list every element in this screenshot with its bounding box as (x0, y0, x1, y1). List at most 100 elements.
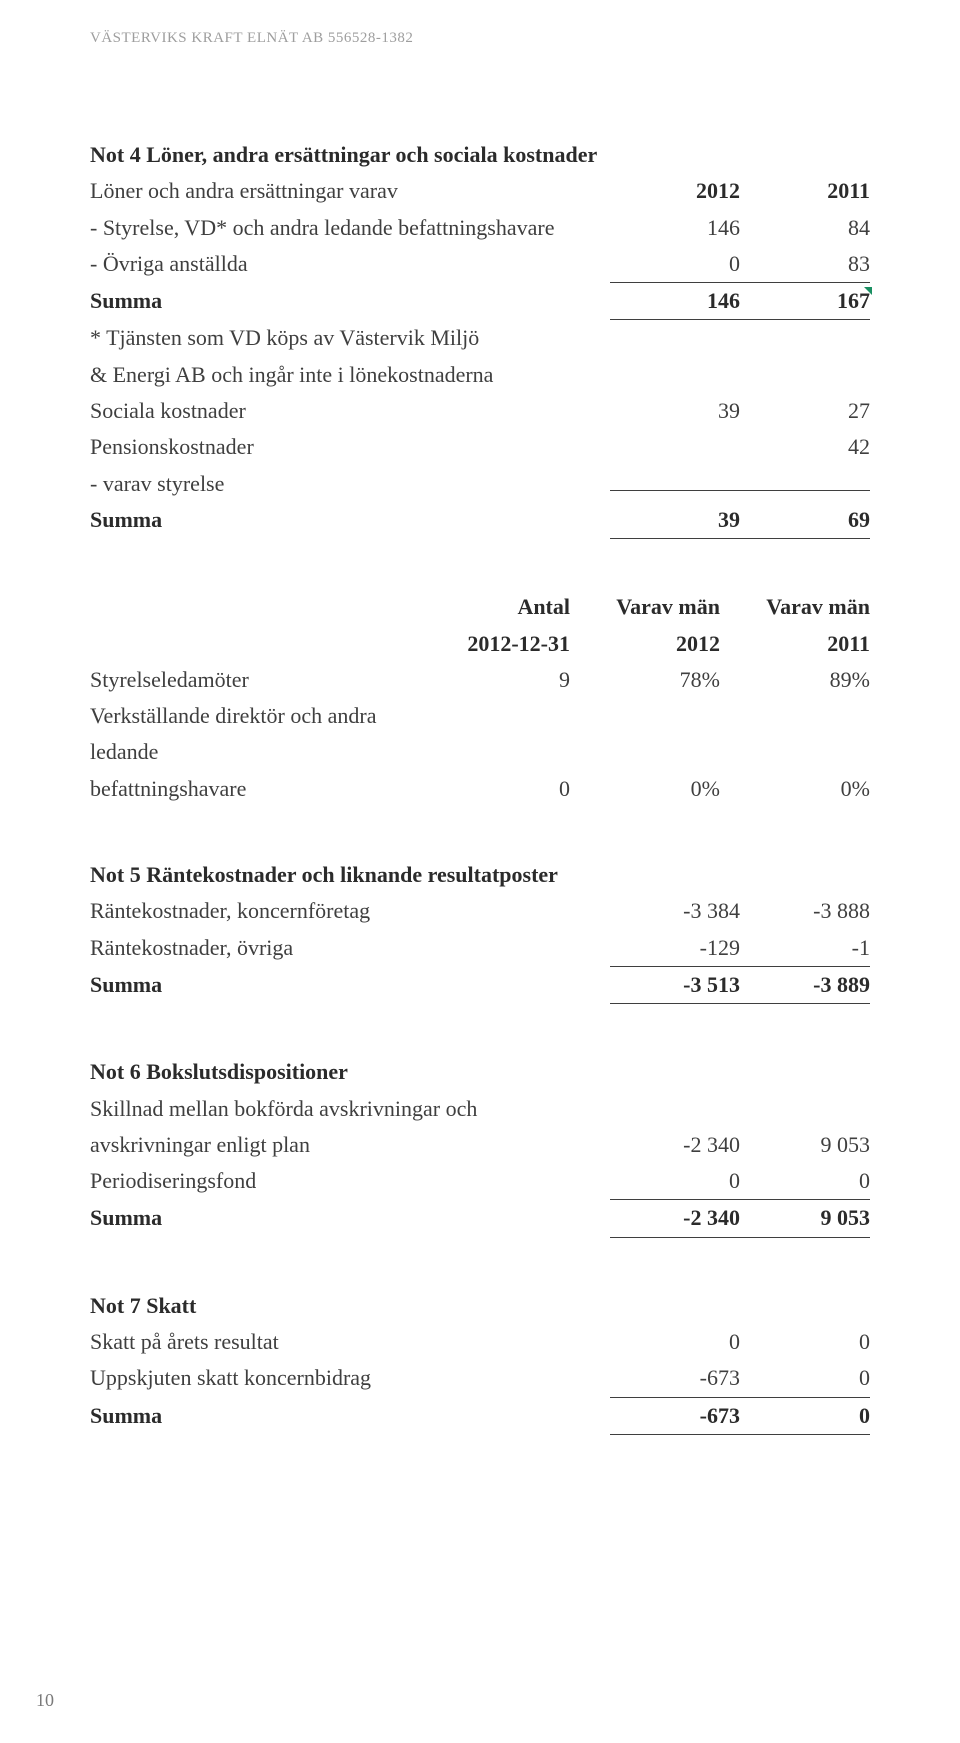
not4-r8-c1: 39 (610, 502, 740, 539)
not5-title-row: Not 5 Räntekostnader och liknande result… (90, 857, 870, 893)
not4-r1-label: Löner och andra ersättningar varav (90, 173, 610, 209)
not4-r3-c1: 0 (610, 246, 740, 283)
not4-r7-label: - varav styrelse (90, 466, 610, 502)
not4-r5-c2: 27 (740, 393, 870, 429)
page-number: 10 (36, 1690, 54, 1711)
not4-r2-c1: 146 (610, 210, 740, 246)
not4-r1-c2: 2011 (740, 173, 870, 209)
not7-r3-c1: -673 (610, 1398, 740, 1435)
not5-r2: Räntekostnader, övriga -129 -1 (90, 930, 870, 967)
not4-r4-label: Summa (90, 283, 610, 319)
board-r2-g3: 0% (720, 771, 870, 807)
not7-r1-label: Skatt på årets resultat (90, 1324, 610, 1360)
not4-r5-c1: 39 (610, 393, 740, 429)
board-r1: Styrelseledamöter 9 78% 89% (90, 662, 870, 698)
section-not5: Not 5 Räntekostnader och liknande result… (90, 857, 870, 1004)
page: VÄSTERVIKS KRAFT ELNÄT AB 556528-1382 No… (0, 0, 960, 1743)
board-h2b: 2012 (570, 626, 720, 662)
not6-r2-c2: 9 053 (740, 1127, 870, 1163)
not7-r2: Uppskjuten skatt koncernbidrag -673 0 (90, 1360, 870, 1397)
not6-title: Not 6 Bokslutsdispositioner (90, 1054, 870, 1090)
section-not7: Not 7 Skatt Skatt på årets resultat 0 0 … (90, 1288, 870, 1435)
board-h2: Varav män (570, 589, 720, 625)
not6-r2: avskrivningar enligt plan -2 340 9 053 (90, 1127, 870, 1163)
not5-summa: Summa -3 513 -3 889 (90, 967, 870, 1004)
section-board: Antal Varav män Varav män 2012-12-31 201… (90, 589, 870, 807)
not5-r1-c2: -3 888 (740, 893, 870, 929)
not5-r3-c1: -3 513 (610, 967, 740, 1004)
not6-r4-label: Summa (90, 1200, 610, 1236)
board-r2b-label: befattningshavare (90, 771, 420, 807)
not5-r1-label: Räntekostnader, koncernföretag (90, 893, 610, 929)
not4-summa1: Summa 146 167 (90, 283, 870, 320)
not6-r3-label: Periodiseringsfond (90, 1163, 610, 1199)
not4-r8-label: Summa (90, 502, 610, 538)
board-r1-g2: 78% (570, 662, 720, 698)
board-h1b: 2012-12-31 (420, 626, 570, 662)
not5-r3-label: Summa (90, 967, 610, 1003)
not4-r7-c2 (740, 490, 870, 491)
not4-r2: - Styrelse, VD* och andra ledande befatt… (90, 210, 870, 246)
not4-note2: & Energi AB och ingår inte i lönekostnad… (90, 357, 870, 393)
not4-note2-row: & Energi AB och ingår inte i lönekostnad… (90, 357, 870, 393)
not5-r3-c2: -3 889 (740, 967, 870, 1004)
not4-r6-c2: 42 (740, 429, 870, 465)
board-r2a-label: Verkställande direktör och andra ledande (90, 698, 437, 771)
not6-r1-label: Skillnad mellan bokförda avskrivningar o… (90, 1091, 870, 1127)
not4-note1-row: * Tjänsten som VD köps av Västervik Milj… (90, 320, 870, 356)
board-r2a: Verkställande direktör och andra ledande (90, 698, 870, 771)
not6-r4-c2: 9 053 (740, 1200, 870, 1237)
not4-note1: * Tjänsten som VD köps av Västervik Milj… (90, 320, 870, 356)
not7-r1-c1: 0 (610, 1324, 740, 1360)
not4-summa2: Summa 39 69 (90, 502, 870, 539)
not7-summa: Summa -673 0 (90, 1398, 870, 1435)
document-header: VÄSTERVIKS KRAFT ELNÄT AB 556528-1382 (90, 30, 870, 47)
not4-title: Not 4 Löner, andra ersättningar och soci… (90, 137, 870, 173)
board-r1-g3: 89% (720, 662, 870, 698)
not4-r4-c1: 146 (610, 283, 740, 320)
not7-title: Not 7 Skatt (90, 1288, 870, 1324)
board-h3b: 2011 (720, 626, 870, 662)
board-r2-g1: 0 (420, 771, 570, 807)
not5-r1: Räntekostnader, koncernföretag -3 384 -3… (90, 893, 870, 929)
not6-r3: Periodiseringsfond 0 0 (90, 1163, 870, 1200)
not4-r2-c2: 84 (740, 210, 870, 246)
not6-title-row: Not 6 Bokslutsdispositioner (90, 1054, 870, 1090)
not5-r2-label: Räntekostnader, övriga (90, 930, 610, 966)
not6-r3-c2: 0 (740, 1163, 870, 1200)
not6-r1: Skillnad mellan bokförda avskrivningar o… (90, 1091, 870, 1127)
not4-r7: - varav styrelse (90, 466, 870, 502)
not4-title-row: Not 4 Löner, andra ersättningar och soci… (90, 137, 870, 173)
not4-r3-label: - Övriga anställda (90, 246, 610, 282)
not6-r4-c1: -2 340 (610, 1200, 740, 1237)
board-r2-g2: 0% (570, 771, 720, 807)
not5-r2-c2: -1 (740, 930, 870, 967)
not5-r2-c1: -129 (610, 930, 740, 967)
not4-r3: - Övriga anställda 0 83 (90, 246, 870, 283)
not6-r2-c1: -2 340 (610, 1127, 740, 1163)
not7-title-row: Not 7 Skatt (90, 1288, 870, 1324)
not7-r3-label: Summa (90, 1398, 610, 1434)
not7-r2-label: Uppskjuten skatt koncernbidrag (90, 1360, 610, 1396)
not5-title: Not 5 Räntekostnader och liknande result… (90, 857, 870, 893)
section-not4: Not 4 Löner, andra ersättningar och soci… (90, 137, 870, 539)
board-r1-label: Styrelseledamöter (90, 662, 420, 698)
not7-r1-c2: 0 (740, 1324, 870, 1360)
board-r1-g1: 9 (420, 662, 570, 698)
section-not6: Not 6 Bokslutsdispositioner Skillnad mel… (90, 1054, 870, 1237)
not4-r5: Sociala kostnader 39 27 (90, 393, 870, 429)
not4-r7-c1 (610, 490, 740, 491)
not4-r5-label: Sociala kostnader (90, 393, 610, 429)
board-head-2: 2012-12-31 2012 2011 (90, 626, 870, 662)
not4-r3-c2: 83 (740, 246, 870, 283)
not4-r6: Pensionskostnader 42 (90, 429, 870, 465)
not4-r1-c1: 2012 (610, 173, 740, 209)
not7-r2-c2: 0 (740, 1360, 870, 1397)
board-h3: Varav män (720, 589, 870, 625)
not4-r4-c2: 167 (740, 283, 870, 320)
not4-r6-label: Pensionskostnader (90, 429, 610, 465)
not7-r3-c2: 0 (740, 1398, 870, 1435)
not6-summa: Summa -2 340 9 053 (90, 1200, 870, 1237)
board-h1: Antal (420, 589, 570, 625)
not6-r3-c1: 0 (610, 1163, 740, 1200)
